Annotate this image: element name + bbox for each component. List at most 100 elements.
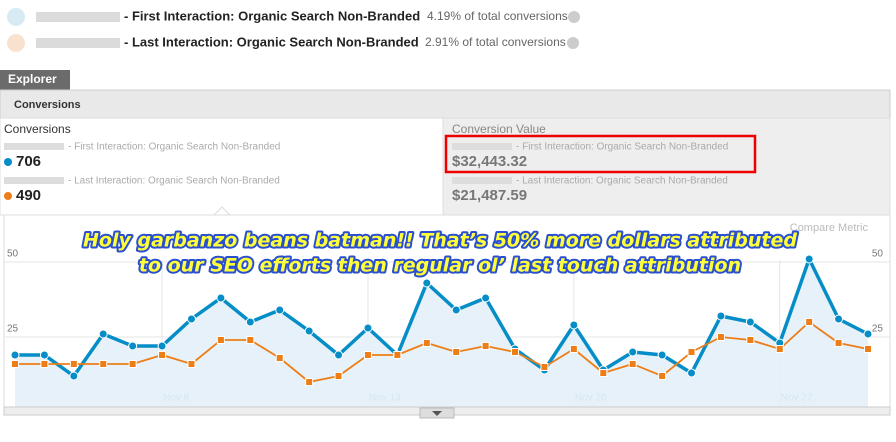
point	[863, 329, 873, 339]
point	[422, 339, 431, 347]
remove-segment[interactable]	[568, 11, 580, 23]
segment-icon	[7, 8, 25, 26]
blurred-name	[452, 143, 512, 150]
scroll-arrow	[432, 411, 442, 416]
compare-metric[interactable]: Compare Metric	[790, 222, 869, 234]
point	[186, 314, 196, 324]
segment-label: - First Interaction: Organic Search Non-…	[124, 8, 420, 23]
point	[804, 254, 814, 264]
point	[363, 351, 372, 359]
point	[246, 336, 255, 344]
y-tick-label: 50	[872, 249, 884, 260]
metric-title: Conversion Value	[452, 122, 546, 136]
point	[716, 311, 726, 321]
point	[687, 368, 697, 378]
point	[305, 378, 314, 386]
point	[304, 326, 314, 336]
point	[157, 341, 167, 351]
point	[658, 372, 667, 380]
point	[39, 350, 49, 360]
segment-icon	[7, 34, 25, 52]
point	[746, 336, 755, 344]
blurred-name	[4, 143, 64, 150]
point	[98, 329, 108, 339]
point	[599, 369, 608, 377]
metric-title: Conversions	[4, 122, 71, 136]
point	[864, 345, 872, 353]
metric-value: $32,443.32	[452, 153, 527, 170]
annotation: Holy garbanzo beans batman!! That’s 50% …	[81, 228, 799, 279]
y-tick-label: 50	[7, 249, 19, 260]
chart: 25255050Nov 6Nov 13Nov 20Nov 27	[4, 249, 890, 407]
legend-dot	[4, 158, 12, 166]
y-tick-label: 25	[872, 324, 884, 335]
remove-segment[interactable]	[567, 37, 579, 49]
point	[569, 345, 578, 353]
point	[99, 360, 108, 368]
point	[275, 354, 284, 362]
point	[628, 347, 638, 357]
subtab-bar	[0, 89, 891, 119]
point	[745, 317, 755, 327]
series-line	[15, 254, 869, 379]
point	[716, 333, 725, 341]
annotation-line: to our SEO efforts then regular ol’ last…	[139, 255, 741, 277]
highlight-box	[444, 134, 757, 174]
annotation-line: Holy garbanzo beans batman!! That’s 50% …	[83, 230, 797, 252]
blurred-name	[36, 38, 120, 48]
metric-label: - First Interaction: Organic Search Non-…	[68, 142, 280, 153]
subtab-label[interactable]: Conversions	[14, 99, 81, 111]
point	[334, 350, 344, 360]
point	[775, 345, 784, 353]
segment-label: - Last Interaction: Organic Search Non-B…	[124, 34, 419, 49]
point	[569, 320, 579, 330]
tab-label: Explorer	[8, 72, 57, 86]
point	[511, 348, 520, 356]
metric-panel[interactable]	[442, 117, 891, 216]
blurred-name	[452, 177, 512, 184]
metric-value: 490	[16, 187, 41, 204]
metric-panel[interactable]	[0, 117, 444, 216]
point	[216, 336, 225, 344]
metric-value: $21,487.59	[452, 187, 527, 204]
segment-share: 2.91% of total conversions	[425, 35, 566, 49]
point	[834, 339, 843, 347]
point	[451, 305, 461, 315]
metric-label: - Last Interaction: Organic Search Non-B…	[68, 176, 280, 187]
point	[128, 360, 137, 368]
point	[805, 318, 814, 326]
point	[245, 317, 255, 327]
point	[216, 293, 226, 303]
point	[10, 350, 20, 360]
explorer-tab[interactable]	[0, 70, 70, 91]
area	[15, 259, 868, 407]
point	[540, 363, 549, 371]
blurred-name	[36, 12, 120, 22]
point	[334, 372, 343, 380]
metric-label: - Last Interaction: Organic Search Non-B…	[516, 176, 728, 187]
point	[69, 360, 78, 368]
point	[187, 360, 196, 368]
point	[363, 323, 373, 333]
point	[128, 341, 138, 351]
point	[275, 305, 285, 315]
y-tick-label: 25	[7, 324, 19, 335]
segment-share: 4.19% of total conversions	[427, 9, 568, 23]
metric-label: - First Interaction: Organic Search Non-…	[516, 142, 728, 153]
point	[393, 351, 402, 359]
point	[481, 342, 490, 350]
point	[834, 314, 844, 324]
point	[687, 348, 696, 356]
point	[481, 293, 491, 303]
point	[11, 360, 19, 368]
legend-dot	[4, 192, 12, 200]
point	[40, 360, 49, 368]
point	[69, 371, 79, 381]
point	[452, 348, 461, 356]
point	[158, 351, 167, 359]
point	[657, 350, 667, 360]
point	[628, 360, 637, 368]
blurred-name	[4, 177, 64, 184]
point	[422, 278, 432, 288]
